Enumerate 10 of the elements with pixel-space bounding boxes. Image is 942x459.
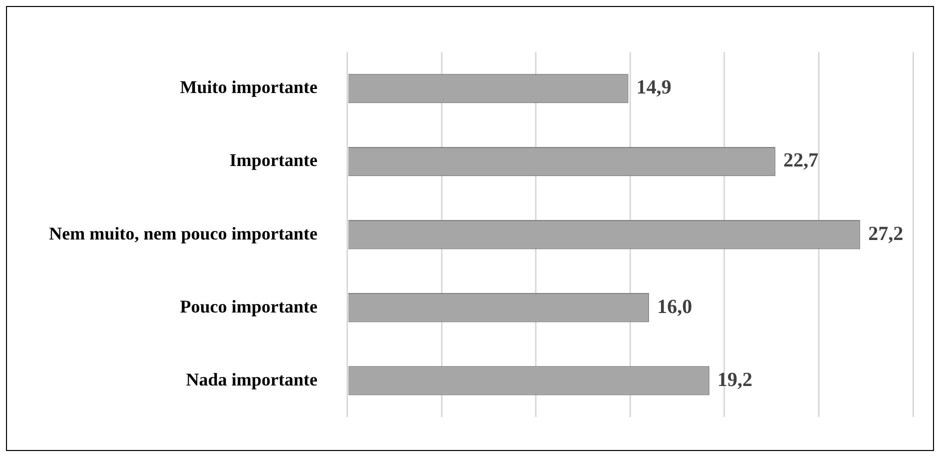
- data-label: 22,7: [783, 150, 818, 172]
- data-label: 19,2: [717, 368, 752, 391]
- y-tick-label: Pouco importante: [180, 296, 318, 316]
- y-tick-label: Muito importante: [180, 77, 318, 98]
- data-label: 27,2: [868, 222, 904, 245]
- y-tick-label: Importante: [229, 150, 318, 170]
- data-label: 14,9: [636, 76, 672, 99]
- data-label: 16,0: [657, 296, 692, 318]
- y-tick-label: Nada importante: [186, 369, 318, 390]
- y-tick-label: Nem muito, nem pouco importante: [48, 223, 318, 244]
